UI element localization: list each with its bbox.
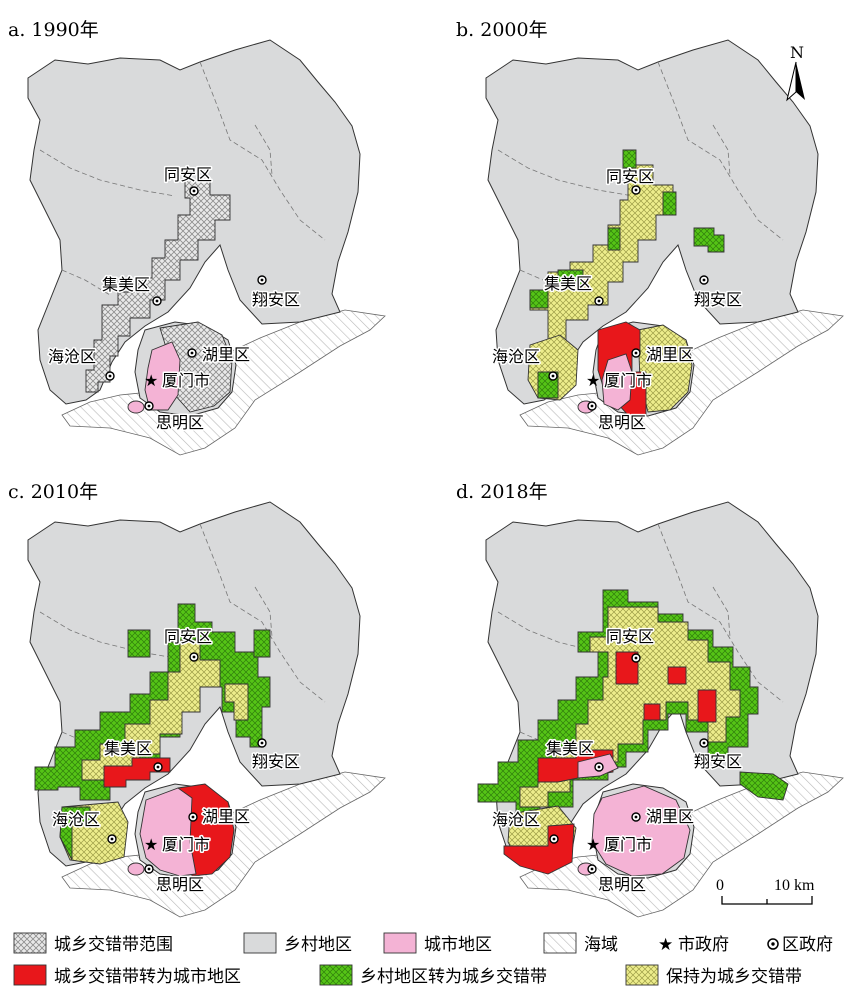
svg-text:保持为城乡交错带: 保持为城乡交错带 (666, 967, 802, 987)
label-xiangan: 翔安区 (694, 752, 742, 771)
label-jimei: 集美区 (104, 739, 152, 758)
panel-c-title: c. 2010年 (8, 481, 98, 503)
legend-item-keep-zone: 保持为城乡交错带 (625, 964, 802, 987)
legend-item-to-zone: 乡村地区转为城乡交错带 (319, 964, 547, 987)
panel-d: d. 2018年 同安区 集美区 翔安区 海沧区 湖里区 ★ 厦门市 思明区 (456, 481, 844, 918)
legend-item-sea: 海域 (543, 932, 618, 955)
panel-c: c. 2010年 同安区 集美区 翔安区 海沧区 湖里区 ★ 厦门市 思明区 (8, 481, 386, 918)
panel-c-keep-right (224, 683, 249, 721)
label-haicang: 海沧区 (48, 347, 96, 366)
scale-bar: 0 10 km (716, 877, 815, 905)
legend-item-to-urban: 城乡交错带转为城市地区 (13, 964, 241, 987)
svg-text:乡村地区: 乡村地区 (284, 935, 352, 955)
label-tongan: 同安区 (164, 165, 212, 184)
panel-d-red-blocks (615, 651, 717, 723)
panel-b-labels: 同安区 集美区 翔安区 海沧区 湖里区 ★ 厦门市 思明区 (491, 166, 744, 434)
scale-zero: 0 (716, 877, 724, 894)
label-siming: 思明区 (156, 875, 204, 894)
star-icon: ★ (586, 371, 600, 390)
label-xiangan: 翔安区 (252, 752, 300, 771)
label-huli: 湖里区 (202, 807, 250, 826)
star-icon: ★ (144, 835, 158, 854)
panel-a-urban (144, 341, 181, 411)
label-xiangan: 翔安区 (252, 290, 300, 309)
label-haicang: 海沧区 (52, 810, 100, 829)
panel-b-urban (601, 353, 633, 411)
legend-item-city-gov: ★ 市政府 (658, 935, 729, 955)
label-tongan: 同安区 (606, 167, 654, 186)
label-xiamen: 厦门市 (604, 835, 652, 854)
label-tongan: 同安区 (164, 627, 212, 646)
panel-a-zone (85, 179, 231, 393)
legend-item-district-gov: 区政府 (767, 935, 833, 955)
panel-c-haicang-green (59, 806, 91, 861)
label-jimei: 集美区 (546, 739, 594, 758)
panel-d-green-tail (739, 771, 789, 801)
star-icon: ★ (586, 835, 600, 854)
scale-length: 10 km (774, 877, 815, 894)
panel-d-title: d. 2018年 (456, 481, 548, 503)
label-xiamen: 厦门市 (604, 371, 652, 390)
panel-c-islet (127, 862, 145, 876)
legend-item-rural: 乡村地区 (243, 932, 352, 955)
label-huli: 湖里区 (646, 807, 694, 826)
panel-a-title: a. 1990年 (8, 19, 99, 41)
panel-c-green-left (127, 629, 271, 658)
north-label: N (790, 43, 804, 62)
legend-item-zone-range: 城乡交错带范围 (13, 932, 173, 955)
panel-b-green-xiangan (693, 227, 725, 253)
north-arrow-icon: N (786, 43, 805, 102)
svg-text:城乡交错带范围: 城乡交错带范围 (54, 935, 173, 955)
svg-text:城乡交错带转为城市地区: 城乡交错带转为城市地区 (54, 967, 241, 987)
star-icon: ★ (144, 371, 158, 390)
panel-c-red-jimei (103, 757, 171, 788)
panel-c-labels: 同安区 集美区 翔安区 海沧区 湖里区 ★ 厦门市 思明区 (51, 626, 302, 896)
label-xiamen: 厦门市 (162, 835, 210, 854)
label-xiangan: 翔安区 (694, 290, 742, 309)
panel-b-title: b. 2000年 (456, 19, 548, 41)
panel-b-green-zone (529, 149, 677, 309)
svg-text:城市地区: 城市地区 (424, 935, 492, 955)
label-huli: 湖里区 (646, 345, 694, 364)
svg-text:市政府: 市政府 (678, 935, 729, 955)
label-tongan: 同安区 (606, 627, 654, 646)
panel-b: b. 2000年 同安区 集美区 翔安区 海沧区 湖里区 ★ 厦门市 思明区 (456, 19, 844, 456)
star-icon: ★ (658, 935, 673, 955)
panel-d-urban (591, 785, 691, 877)
svg-text:乡村地区转为城乡交错带: 乡村地区转为城乡交错带 (360, 967, 547, 987)
svg-text:区政府: 区政府 (782, 935, 833, 955)
svg-text:海域: 海域 (584, 935, 618, 955)
legend-item-urban: 城市地区 (383, 932, 492, 955)
label-xiamen: 厦门市 (162, 371, 210, 390)
label-huli: 湖里区 (202, 345, 250, 364)
label-haicang: 海沧区 (492, 347, 540, 366)
label-siming: 思明区 (156, 413, 204, 432)
panel-a-labels: 同安区 集美区 翔安区 海沧区 湖里区 ★ 厦门市 思明区 (47, 164, 302, 434)
panel-c-urban (139, 787, 197, 877)
panel-d-labels: 同安区 集美区 翔安区 海沧区 湖里区 ★ 厦门市 思明区 (491, 626, 744, 896)
legend: 城乡交错带范围 乡村地区 城市地区 海域 ★ 市政府 区政府 城乡交错带转为城市… (13, 932, 833, 987)
panel-a: a. 1990年 同安区 集美区 翔安区 海沧区 湖里区 ★ 厦门市 思明区 (8, 19, 386, 456)
label-jimei: 集美区 (544, 274, 592, 293)
label-haicang: 海沧区 (492, 810, 540, 829)
panel-a-islet (127, 400, 145, 414)
label-siming: 思明区 (598, 413, 646, 432)
label-siming: 思明区 (598, 875, 646, 894)
label-jimei: 集美区 (102, 275, 150, 294)
